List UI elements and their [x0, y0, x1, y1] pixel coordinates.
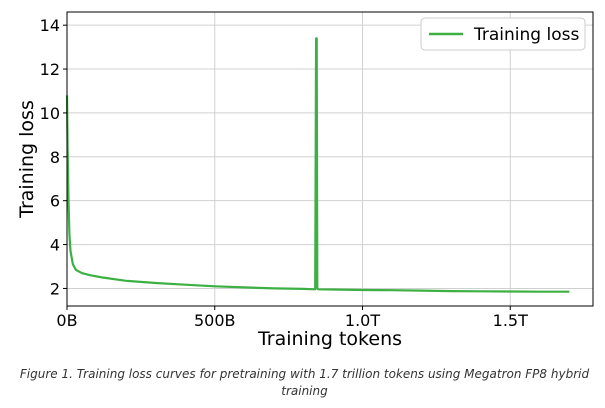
- x-tick-label: 1.5T: [493, 311, 528, 330]
- x-tick-label: 500B: [194, 311, 236, 330]
- legend-box: [420, 17, 586, 51]
- y-tick-label: 14: [40, 16, 60, 35]
- x-axis-ticks: 0B 500B 1.0T 1.5T: [56, 306, 528, 330]
- y-tick-label: 6: [50, 192, 60, 211]
- y-axis-label: Training loss: [16, 100, 38, 219]
- x-tick-label: 1.0T: [345, 311, 380, 330]
- legend: Training loss: [420, 17, 586, 51]
- y-tick-label: 4: [50, 236, 60, 255]
- figure-caption: Figure 1. Training loss curves for pretr…: [19, 367, 590, 398]
- plot-frame: [66, 11, 594, 307]
- training-loss-chart: 0B 500B 1.0T 1.5T 2 4 6 8 10 12 14 Training token…: [16, 11, 594, 350]
- y-tick-label: 10: [40, 104, 60, 123]
- y-tick-label: 2: [50, 279, 60, 298]
- series-layer: [65, 37, 570, 293]
- legend-label-training-loss: Training loss: [473, 25, 579, 45]
- y-tick-label: 8: [50, 148, 60, 167]
- grid-lines: [66, 12, 593, 306]
- y-axis-ticks: 2 4 6 8 10 12 14: [40, 16, 67, 298]
- x-tick-label: 0B: [56, 311, 77, 330]
- training-loss-line: [65, 37, 570, 293]
- x-axis-label: Training tokens: [257, 328, 402, 350]
- y-tick-label: 12: [40, 60, 60, 79]
